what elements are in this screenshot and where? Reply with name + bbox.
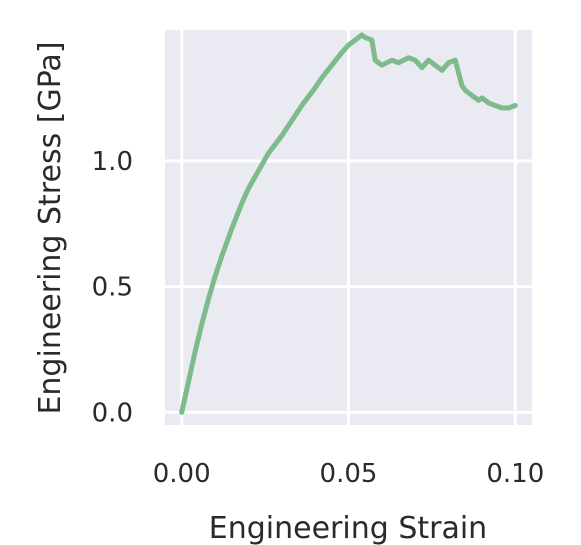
stress-strain-line (179, 32, 518, 415)
y-tick-labels: 0.0 0.5 1.0 (92, 147, 133, 429)
x-tick-label: 0.00 (153, 459, 211, 489)
y-tick-label: 0.0 (92, 398, 133, 428)
y-tick-label: 1.0 (92, 147, 133, 177)
series-layer (179, 32, 518, 415)
y-axis-label: Engineering Stress [GPa] (33, 41, 68, 414)
x-tick-label: 0.05 (320, 459, 378, 489)
x-tick-label: 0.10 (486, 459, 544, 489)
grid-lines (165, 30, 532, 425)
y-tick-label: 0.5 (92, 273, 133, 303)
x-axis-label: Engineering Strain (209, 511, 487, 545)
x-tick-labels: 0.00 0.05 0.10 (153, 459, 545, 489)
